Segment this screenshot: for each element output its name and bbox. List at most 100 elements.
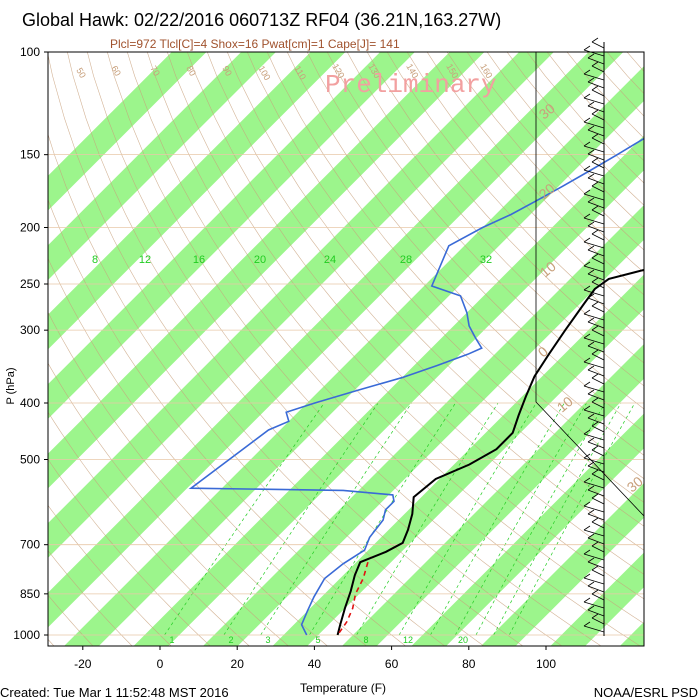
wind-barb-feather [587,461,595,467]
wind-barb [591,497,605,505]
wind-barb-feather [583,189,591,195]
wind-barb [591,617,605,625]
wind-barb-feather [587,221,595,227]
wind-barb-feather [587,293,595,299]
wind-barb-feather [583,237,591,243]
wind-barb-feather [587,413,595,419]
wind-barb [587,489,605,497]
dry-adiabat-label: 90 [220,64,234,78]
x-tick-label: 20 [231,657,245,671]
x-tick-label: -20 [74,657,92,671]
wind-barb-feather [583,525,591,531]
y-tick-label: 150 [20,148,40,162]
wind-barb [583,601,605,609]
temperature-band [48,52,346,350]
dry-adiabat-label: 70 [148,64,162,78]
wind-barb [587,585,605,593]
chart-title: Global Hawk: 02/22/2016 060713Z RF04 (36… [22,10,501,30]
wind-barb-feather [583,597,591,603]
wind-barb [583,217,605,225]
wind-barb [583,241,605,249]
x-tick-label: 60 [385,657,399,671]
x-tick-label: 80 [462,657,476,671]
wind-barb-feather [587,53,595,59]
mixing-ratio-label: 8 [363,635,368,645]
wind-barb [587,561,605,569]
y-tick-label: 1000 [13,628,40,642]
wind-barb [583,73,605,81]
wind-barb [591,425,605,433]
wind-barb [583,265,605,273]
wind-barb-feather [583,69,591,75]
wind-barb [583,409,605,417]
wind-barb [587,537,605,545]
wind-barb-feather [591,85,599,91]
wind-barb [583,337,605,345]
wind-barb [591,209,605,217]
wind-barb [591,89,605,97]
wind-barb [583,553,605,561]
dry-adiabat-line [643,25,700,647]
dry-adiabat-line [48,311,328,646]
wind-barb [591,185,605,193]
wind-barb-feather [583,501,591,507]
wind-barb [587,225,605,233]
mixing-ratio-label: 12 [139,254,151,266]
wind-barb-feather [583,285,591,291]
dry-adiabat-label: 80 [184,64,198,78]
wind-barb [591,305,605,313]
wind-barb [587,441,605,449]
watermark: Preliminary [325,70,497,100]
wind-barb-feather [583,453,591,459]
wind-barb [587,321,605,329]
wind-barb-feather [587,269,595,275]
wind-barb-feather [587,149,595,155]
x-tick-label: 0 [157,657,164,671]
dry-adiabat-line [48,362,289,646]
dry-adiabat-label: 100 [256,64,272,82]
wind-barb-feather [587,389,595,395]
footer-created: Created: Tue Mar 1 11:52:48 MST 2016 [0,685,229,700]
wind-barb-feather [583,261,591,267]
temperature-band [48,52,624,628]
wind-barb-feather [583,573,591,579]
wind-barb [583,313,605,321]
y-tick-label: 850 [20,587,40,601]
wind-barb [591,593,605,601]
mixing-ratio-label: 3 [265,635,270,645]
wind-barb-feather [591,133,599,139]
y-tick-label: 700 [20,538,40,552]
wind-barb-feather [583,429,591,435]
wind-barb [583,505,605,513]
wind-barb [591,233,605,241]
wind-barb [583,529,605,537]
wind-barb [591,257,605,265]
wind-barb-feather [583,381,591,387]
wind-barb [587,81,605,89]
wind-barb-feather [591,61,599,67]
wind-barb-feather [591,229,599,235]
wind-barb [587,273,605,281]
wind-barb [583,169,605,177]
wind-barb [583,289,605,297]
wind-barb-feather [587,605,595,611]
wind-barb [587,249,605,257]
mixing-ratio-label: 28 [400,254,412,266]
y-tick-label: 500 [20,452,40,466]
wind-barb-feather [591,349,599,355]
wind-barb-feather [587,197,595,203]
wind-barb [583,193,605,201]
wind-barb [591,65,605,73]
y-tick-label: 400 [20,396,40,410]
wind-barb [583,457,605,465]
wind-barb [591,113,605,121]
wind-barb-feather [591,589,599,595]
wind-barb-feather [591,397,599,403]
dry-adiabat-label: 60 [109,64,123,78]
wind-barb-feather [591,445,599,451]
chart-subtitle: Plcl=972 Tlcl[C]=4 Shox=16 Pwat[cm]=1 Ca… [110,37,400,51]
wind-barb-feather [583,333,591,339]
dry-adiabat-line [0,25,16,647]
x-tick-label: 100 [536,657,556,671]
